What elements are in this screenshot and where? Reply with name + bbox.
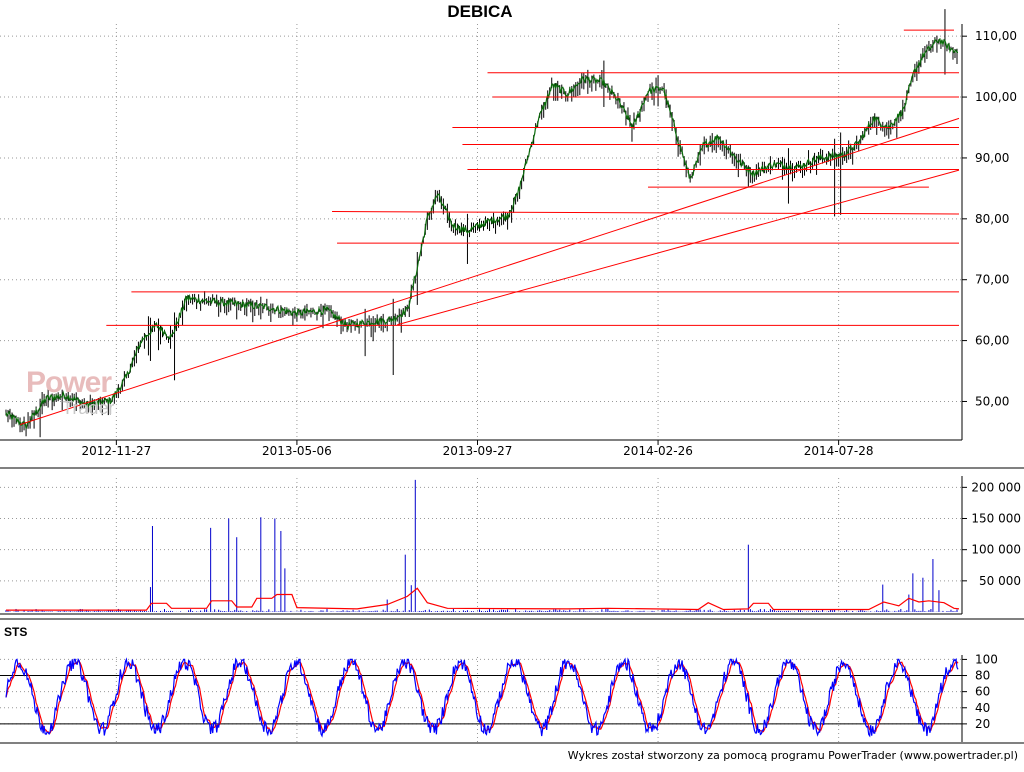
volume-ytick-label: 50 000 — [979, 574, 1021, 588]
footer-credit: Wykres został stworzony za pomocą progra… — [567, 749, 1018, 762]
axis-labels: 50,0060,0070,0080,0090,00100,00110,00201… — [81, 29, 1021, 731]
price-ytick-label: 110,00 — [975, 29, 1017, 43]
sts-ytick-label: 80 — [975, 669, 990, 683]
price-xtick-label: 2013-05-06 — [262, 444, 332, 458]
sts-ytick-label: 100 — [975, 652, 998, 666]
indicator-label: STS — [4, 625, 28, 639]
volume-average-line — [6, 587, 960, 611]
volume-ytick-label: 200 000 — [971, 480, 1021, 494]
price-xtick-label: 2013-09-27 — [443, 444, 513, 458]
price-ytick-label: 80,00 — [975, 212, 1009, 226]
price-xtick-label: 2014-02-26 — [623, 444, 693, 458]
price-ytick-label: 50,00 — [975, 394, 1009, 408]
trend-line — [19, 117, 960, 426]
grid — [0, 24, 962, 742]
chart-title: DEBICA — [447, 2, 513, 21]
price-xtick-label: 2012-11-27 — [81, 444, 151, 458]
price-ytick-label: 70,00 — [975, 273, 1009, 287]
sts-fast-line — [5, 657, 959, 738]
trend-line — [397, 169, 960, 326]
powertrader-watermark-sub: Trader — [62, 398, 115, 418]
price-ytick-label: 100,00 — [975, 90, 1017, 104]
sts-ytick-label: 60 — [975, 685, 990, 699]
volume-bars — [5, 479, 958, 612]
price-ytick-label: 60,00 — [975, 334, 1009, 348]
volume-ytick-label: 150 000 — [971, 512, 1021, 526]
horizontal-level — [332, 211, 960, 215]
price-xtick-label: 2014-07-28 — [804, 444, 874, 458]
powertrader-watermark: Power — [26, 366, 112, 399]
sts-ytick-label: 20 — [975, 717, 990, 731]
price-line — [5, 37, 958, 429]
price-ytick-label: 90,00 — [975, 151, 1009, 165]
volume-ytick-label: 100 000 — [971, 543, 1021, 557]
levels — [19, 29, 960, 426]
sts-ytick-label: 40 — [975, 701, 990, 715]
